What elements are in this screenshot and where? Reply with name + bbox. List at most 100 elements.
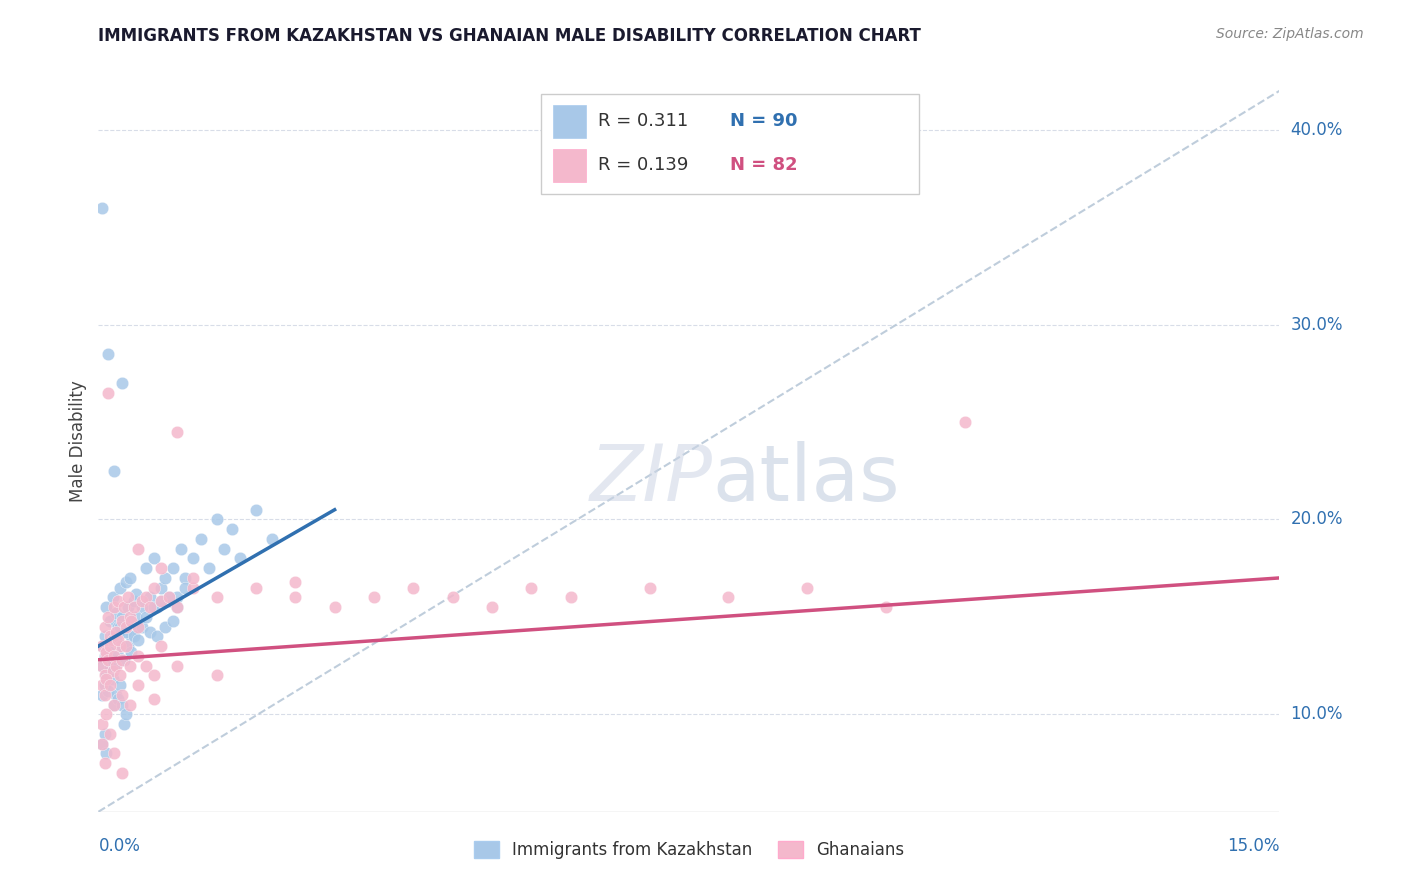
- Point: [98, 639, 121, 653]
- Point: [118, 658, 141, 673]
- Point: [125, 610, 148, 624]
- Point: [127, 648, 149, 663]
- Point: [101, 591, 124, 605]
- Point: [229, 551, 252, 566]
- Point: [110, 678, 132, 692]
- Point: [127, 633, 149, 648]
- Point: [91, 737, 114, 751]
- Point: [131, 619, 153, 633]
- Point: [166, 600, 188, 615]
- Bar: [553, 149, 586, 183]
- Point: [121, 645, 143, 659]
- Point: [127, 541, 149, 556]
- Point: [205, 591, 228, 605]
- Point: [157, 591, 180, 605]
- Point: [142, 581, 165, 595]
- Point: [117, 639, 139, 653]
- Point: [112, 600, 135, 615]
- Text: N = 90: N = 90: [730, 112, 797, 130]
- Point: [101, 629, 124, 643]
- Point: [122, 600, 145, 615]
- Point: [111, 639, 134, 653]
- Point: [91, 639, 114, 653]
- Point: [110, 581, 132, 595]
- Point: [117, 591, 139, 605]
- Point: [221, 522, 243, 536]
- Point: [166, 600, 188, 615]
- Point: [103, 464, 125, 478]
- Point: [98, 614, 121, 628]
- Point: [170, 541, 193, 556]
- Point: [118, 698, 141, 712]
- Text: ZIP: ZIP: [589, 441, 713, 516]
- Point: [101, 665, 124, 679]
- Point: [146, 629, 169, 643]
- Point: [103, 658, 125, 673]
- Point: [796, 581, 818, 595]
- Point: [166, 425, 188, 439]
- Point: [166, 591, 188, 605]
- Point: [101, 633, 124, 648]
- Point: [953, 415, 976, 429]
- Point: [181, 551, 204, 566]
- Point: [115, 639, 138, 653]
- Point: [127, 678, 149, 692]
- Text: R = 0.311: R = 0.311: [598, 112, 689, 130]
- Point: [96, 645, 118, 659]
- Point: [125, 586, 148, 600]
- Point: [97, 347, 120, 361]
- Point: [157, 594, 180, 608]
- Point: [107, 691, 129, 706]
- Point: [127, 619, 149, 633]
- Point: [146, 600, 169, 615]
- Point: [96, 672, 118, 686]
- Point: [91, 678, 114, 692]
- Point: [205, 668, 228, 682]
- Text: N = 82: N = 82: [730, 156, 797, 174]
- Point: [93, 756, 115, 770]
- Bar: [553, 104, 586, 138]
- Point: [111, 653, 134, 667]
- Point: [166, 658, 188, 673]
- Point: [103, 633, 125, 648]
- Point: [111, 610, 134, 624]
- Point: [135, 610, 157, 624]
- Point: [112, 717, 135, 731]
- Point: [97, 610, 120, 624]
- Text: Source: ZipAtlas.com: Source: ZipAtlas.com: [1216, 27, 1364, 41]
- Point: [174, 571, 197, 585]
- Point: [135, 658, 157, 673]
- Point: [638, 581, 661, 595]
- Point: [93, 688, 115, 702]
- Point: [323, 600, 346, 615]
- Point: [103, 698, 125, 712]
- Point: [96, 639, 118, 653]
- Point: [91, 658, 114, 673]
- Point: [111, 698, 134, 712]
- Point: [93, 668, 115, 682]
- Point: [110, 619, 132, 633]
- Point: [104, 658, 127, 673]
- Point: [138, 625, 160, 640]
- Point: [121, 614, 143, 628]
- Point: [96, 668, 118, 682]
- Point: [131, 600, 153, 615]
- Point: [112, 653, 135, 667]
- Text: atlas: atlas: [713, 441, 900, 516]
- Point: [115, 625, 138, 640]
- Point: [142, 668, 165, 682]
- Point: [115, 574, 138, 589]
- Point: [93, 648, 115, 663]
- Point: [104, 625, 127, 640]
- Point: [111, 614, 134, 628]
- Point: [118, 614, 141, 628]
- Point: [205, 512, 228, 526]
- Text: 15.0%: 15.0%: [1227, 837, 1279, 855]
- Point: [284, 574, 307, 589]
- Point: [97, 653, 120, 667]
- Point: [150, 561, 173, 575]
- Point: [104, 633, 127, 648]
- Point: [115, 707, 138, 722]
- Point: [98, 727, 121, 741]
- Point: [93, 619, 115, 633]
